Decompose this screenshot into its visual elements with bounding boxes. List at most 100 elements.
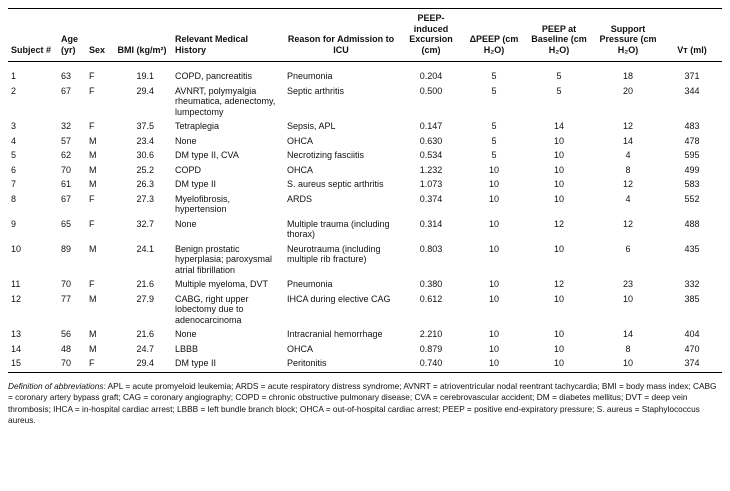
- table-cell: 5: [491, 85, 497, 96]
- table-cell: 0.879: [419, 343, 443, 354]
- table-cell: 10: [553, 164, 564, 175]
- table-cell: 89: [61, 243, 72, 254]
- table-cell: Multiple myeloma, DVT: [175, 279, 269, 289]
- table-cell: 70: [61, 279, 72, 289]
- footnote-text: APL = acute promyeloid leukemia; ARDS = …: [8, 380, 717, 426]
- table-cell: 11: [11, 279, 21, 289]
- column-header: BMI (kg/m²): [112, 8, 172, 62]
- table-cell: 32.7: [136, 218, 154, 229]
- table-row: 13 56 M 21.6 None Intracranial hemorrhage 2.21…: [8, 329, 722, 344]
- table-cell: M: [89, 179, 97, 189]
- table-row: 7 61 M 26.3 DM type II S. aureus septic arthr…: [8, 179, 722, 194]
- table-cell: 0.380: [419, 279, 443, 289]
- table-cell: None: [175, 329, 197, 339]
- table-cell: 478: [684, 135, 700, 146]
- table-cell: 344: [684, 85, 700, 96]
- table-cell: 2.210: [419, 329, 443, 339]
- table-cell: F: [86, 358, 112, 373]
- table-cell: 8: [625, 343, 631, 354]
- table-cell: 435: [684, 243, 700, 254]
- table-cell: 10: [488, 279, 499, 289]
- table-row: 11 70 F 21.6 Multiple myeloma, DVT Pneumonia 0…: [8, 279, 722, 294]
- table-cell: 0.534: [419, 150, 443, 160]
- table-cell: 62: [61, 150, 72, 160]
- table-cell: M: [89, 135, 97, 146]
- table-cell: 14: [553, 121, 564, 131]
- table-cell: Necrotizing fasciitis: [287, 150, 365, 160]
- table-cell: 12: [622, 179, 633, 189]
- table-cell: 5: [491, 150, 497, 160]
- table-row: 4 57 M 23.4 None OHCA 0.630 5 10 14 478: [8, 136, 722, 151]
- table-cell: 8: [11, 193, 17, 204]
- table-cell: DM type II: [175, 179, 217, 189]
- table-row: 9 65 F 32.7 None Multiple trauma (including t…: [8, 219, 722, 244]
- table-cell: 63: [61, 71, 72, 81]
- table-cell: 552: [684, 193, 700, 204]
- column-header: PEEP at Baseline (cm H₂O): [524, 8, 594, 62]
- table-cell: 8: [625, 164, 631, 175]
- table-cell: M: [89, 343, 97, 354]
- column-header: Support Pressure (cm H₂O): [594, 8, 662, 62]
- table-cell: 1.232: [419, 164, 443, 175]
- table-row: 8 67 F 27.3 Myelofibrosis, hypertension ARDS 0…: [8, 194, 722, 219]
- table-cell: IHCA during elective CAG: [287, 293, 391, 304]
- table-cell: OHCA: [287, 343, 314, 354]
- table-page: Subject # Age (yr) Sex BMI (kg/m²) Relevant …: [8, 8, 722, 427]
- table-cell: 499: [684, 164, 700, 175]
- table-cell: 14: [622, 329, 633, 339]
- column-header: Age (yr): [58, 8, 86, 62]
- table-cell: 37.5: [136, 121, 154, 131]
- table-cell: 0.500: [419, 85, 443, 96]
- table-cell: None: [175, 218, 197, 229]
- table-cell: M: [89, 329, 97, 339]
- table-cell: 10: [553, 343, 564, 354]
- table-cell: 10: [553, 135, 564, 146]
- table-cell: 67: [61, 193, 72, 204]
- table-cell: 21.6: [136, 329, 154, 339]
- table-cell: 0.374: [419, 193, 443, 204]
- data-table: Subject # Age (yr) Sex BMI (kg/m²) Relevant …: [8, 8, 722, 373]
- column-header: Reason for Admission to ICU: [284, 8, 398, 62]
- table-cell: Neurotrauma (including multiple rib frac…: [287, 243, 381, 265]
- table-cell: 12: [553, 218, 564, 229]
- table-cell: 10: [488, 343, 499, 354]
- table-cell: Intracranial hemorrhage: [287, 329, 383, 339]
- table-cell: 70: [61, 164, 72, 175]
- table-cell: Myelofibrosis, hypertension: [175, 193, 231, 215]
- column-header: Vт (ml): [662, 8, 722, 62]
- table-cell: 24.7: [136, 343, 154, 354]
- table-cell: 6: [11, 164, 17, 175]
- table-cell: F: [89, 121, 95, 131]
- table-cell: 5: [491, 121, 497, 131]
- table-cell: 48: [61, 343, 72, 354]
- table-row: 3 32 F 37.5 Tetraplegia Sepsis, APL 0.147 5 14 12…: [8, 121, 722, 136]
- table-cell: F: [89, 279, 95, 289]
- table-cell: 0.204: [419, 71, 443, 81]
- table-cell: 10: [488, 193, 499, 204]
- table-cell: 20: [622, 85, 633, 96]
- table-cell: 5: [491, 71, 497, 81]
- table-cell: Pneumonia: [287, 71, 333, 81]
- table-cell: 9: [11, 218, 17, 229]
- table-cell: 10: [524, 358, 594, 373]
- table-cell: OHCA: [287, 135, 314, 146]
- table-cell: 10: [488, 218, 499, 229]
- table-cell: None: [175, 135, 197, 146]
- table-cell: 10: [11, 243, 22, 254]
- table-cell: 10: [553, 243, 564, 254]
- table-cell: COPD: [175, 164, 202, 175]
- table-cell: 5: [556, 85, 562, 96]
- table-cell: 404: [684, 329, 700, 339]
- table-cell: 0.803: [419, 243, 443, 254]
- table-cell: 23.4: [136, 135, 154, 146]
- table-cell: 1: [11, 71, 17, 81]
- table-cell: M: [89, 243, 97, 254]
- table-cell: 2: [11, 85, 17, 96]
- table-cell: Multiple trauma (including thorax): [287, 218, 390, 240]
- table-cell: 26.3: [136, 179, 154, 189]
- table-cell: 5: [556, 71, 562, 81]
- table-row: 14 48 M 24.7 LBBB OHCA 0.879 10 10 8 470: [8, 344, 722, 359]
- table-cell: 488: [684, 218, 700, 229]
- table-cell: 0.740: [398, 358, 464, 373]
- table-cell: 10: [594, 358, 662, 373]
